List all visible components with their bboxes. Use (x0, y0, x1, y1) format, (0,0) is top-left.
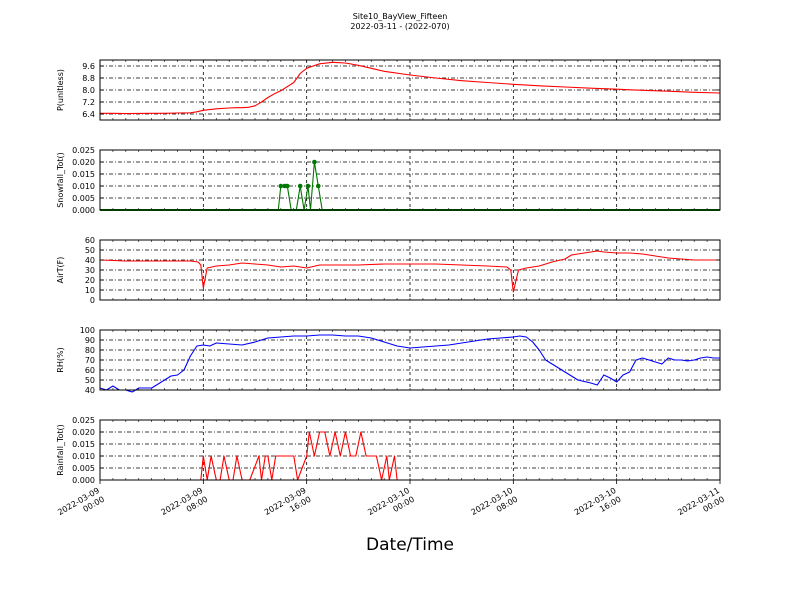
series-line-p (100, 61, 721, 115)
panel-frame (99, 149, 721, 211)
y-axis-label: Snowfall_Tot() (56, 152, 65, 208)
x-tick-label: 2022-03-1100:00 (676, 486, 726, 526)
y-tick-label: 7.2 (82, 98, 95, 107)
x-tick-label: 2022-03-0900:00 (56, 486, 106, 526)
y-tick-label: 0 (90, 296, 95, 305)
data-point (312, 159, 317, 165)
x-tick-label: 2022-03-0916:00 (263, 486, 313, 526)
y-tick-label: 60 (85, 366, 95, 375)
y-tick-label: 40 (85, 386, 95, 395)
y-axis-label: RH(%) (56, 347, 65, 372)
y-tick-label: 0.010 (72, 452, 95, 461)
y-tick-label: 6.4 (82, 110, 95, 119)
x-tick-label: 2022-03-1000:00 (366, 486, 416, 526)
series-line-rain (100, 431, 720, 481)
y-tick-label: 60 (85, 236, 95, 245)
y-tick-label: 9.6 (82, 62, 95, 71)
y-tick-label: 80 (85, 346, 95, 355)
y-tick-label: 0.005 (72, 194, 95, 203)
panel-snow: 0.000 0.005 0.010 0.015 0.020 0.025 Snowfall_T… (56, 146, 721, 215)
y-tick-label: 50 (85, 246, 95, 255)
x-tick-label: 2022-03-0908:00 (160, 486, 210, 526)
data-point (315, 183, 321, 189)
series-line-airt (99, 250, 720, 293)
data-point (305, 183, 311, 189)
y-tick-label: 10 (85, 286, 95, 295)
y-tick-label: 40 (85, 256, 95, 265)
y-tick-label: 0.010 (72, 182, 95, 191)
y-tick-label: 0.000 (72, 206, 95, 215)
y-tick-label: 8.8 (82, 74, 95, 83)
series-line-rh (99, 334, 720, 393)
panel-rain: 0.000 0.005 0.010 0.015 0.020 0.025 Rainfall_T… (56, 416, 721, 485)
y-tick-label: 0.020 (72, 428, 95, 437)
y-tick-label: 8.0 (82, 86, 95, 95)
y-tick-label: 70 (85, 356, 95, 365)
y-tick-label: 0.020 (72, 158, 95, 167)
y-tick-label: 0.000 (72, 476, 95, 485)
chart-title: Site10_BayView_Fifteen (353, 12, 448, 21)
data-point (297, 183, 303, 189)
y-tick-label: 0.015 (72, 440, 95, 449)
y-tick-label: 0.025 (72, 416, 95, 425)
y-tick-label: 0.005 (72, 464, 95, 473)
y-tick-label: 20 (85, 276, 95, 285)
y-tick-label: 100 (80, 326, 95, 335)
y-tick-label: 90 (85, 336, 95, 345)
y-tick-label: 50 (85, 376, 95, 385)
y-axis-label: AirT(F) (56, 257, 65, 284)
y-tick-label: 0.025 (72, 146, 95, 155)
y-axis-label: P(unitless) (56, 69, 65, 111)
y-tick-label: 0.015 (72, 170, 95, 179)
x-tick-label: 2022-03-1016:00 (573, 486, 623, 526)
y-axis-label: Rainfall_Tot() (56, 424, 65, 476)
data-point (278, 183, 284, 189)
x-tick-label: 2022-03-1008:00 (470, 486, 520, 526)
x-axis-label: Date/Time (366, 535, 454, 555)
chart-subtitle: 2022-03-11 - (2022-070) (350, 22, 449, 31)
panels-group: 6.4 7.2 8.0 8.8 9.6 P(unitless) 0.000 0.005 0.01… (56, 59, 726, 526)
data-point (284, 183, 290, 189)
panel-p: 6.4 7.2 8.0 8.8 9.6 P(unitless) (56, 59, 721, 121)
y-tick-label: 30 (85, 266, 95, 275)
